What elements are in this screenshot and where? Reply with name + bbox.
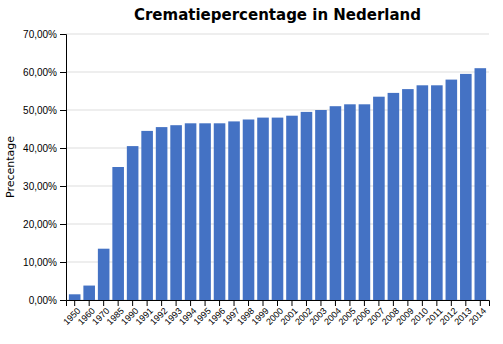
- y-axis: 0,00% 10,00% 20,00% 30,00% 40,00% 50,00% 60,00…: [23, 29, 66, 306]
- bar: [417, 85, 429, 300]
- y-tick-label: 0,00%: [29, 295, 57, 306]
- x-axis: 1950196019701985199019911992199319941995…: [61, 300, 489, 327]
- tick-mark: [176, 300, 177, 306]
- tick-mark: [60, 148, 66, 149]
- y-tick: 10,00%: [23, 257, 66, 268]
- grid: [66, 34, 489, 300]
- tick-mark: [89, 300, 90, 306]
- tick-mark: [219, 300, 220, 306]
- bar: [257, 118, 269, 300]
- tick-mark: [60, 300, 66, 301]
- bar: [460, 74, 472, 300]
- bar: [214, 123, 226, 300]
- tick-mark: [60, 224, 66, 225]
- bar: [69, 294, 81, 300]
- tick-mark: [263, 300, 264, 306]
- y-tick: 40,00%: [23, 143, 66, 154]
- tick-mark: [320, 300, 321, 306]
- tick-mark: [147, 300, 148, 306]
- x-tick: 2014: [467, 300, 488, 327]
- chart-container: 0,00% 10,00% 20,00% 30,00% 40,00% 50,00% 60,00…: [0, 0, 503, 344]
- bar: [431, 85, 443, 300]
- tick-mark: [234, 300, 235, 306]
- bar: [315, 110, 327, 300]
- tick-mark: [118, 300, 119, 306]
- bar: [402, 89, 414, 300]
- bar: [301, 112, 313, 300]
- tick-mark: [60, 34, 66, 35]
- tick-mark: [190, 300, 191, 306]
- y-tick-label: 20,00%: [23, 219, 57, 230]
- y-tick-label: 50,00%: [23, 105, 57, 116]
- tick-mark: [349, 300, 350, 306]
- tick-mark: [378, 300, 379, 306]
- y-tick: 70,00%: [23, 29, 66, 40]
- tick-mark: [248, 300, 249, 306]
- bar: [83, 286, 95, 300]
- x-tick-label: 2014: [467, 306, 488, 327]
- tick-mark: [291, 300, 292, 306]
- tick-mark: [364, 300, 365, 306]
- title: Crematiepercentage in Nederland: [134, 6, 421, 24]
- bar: [199, 123, 211, 300]
- bar: [344, 104, 356, 300]
- y-tick-label: 40,00%: [23, 143, 57, 154]
- y-tick: 30,00%: [23, 181, 66, 192]
- tick-mark: [393, 300, 394, 306]
- plot-area: 0,00% 10,00% 20,00% 30,00% 40,00% 50,00% 60,00…: [23, 29, 489, 327]
- bar: [286, 116, 298, 300]
- y-axis-title: Precentage: [4, 136, 17, 198]
- y-tick: 50,00%: [23, 105, 66, 116]
- bar: [243, 120, 255, 301]
- bar: [373, 97, 385, 300]
- bar: [98, 249, 110, 300]
- bar: [272, 118, 284, 300]
- tick-mark: [306, 300, 307, 306]
- tick-mark: [74, 300, 75, 306]
- bars: [69, 68, 486, 300]
- y-tick-label: 30,00%: [23, 181, 57, 192]
- bar: [156, 127, 168, 300]
- tick-mark: [103, 300, 104, 306]
- tick-mark: [161, 300, 162, 306]
- tick-mark: [436, 300, 437, 306]
- tick-mark: [422, 300, 423, 306]
- grid-line: [66, 72, 489, 73]
- bar: [359, 104, 371, 300]
- y-tick: 20,00%: [23, 219, 66, 230]
- tick-mark: [277, 300, 278, 306]
- tick-mark: [132, 300, 133, 306]
- tick-mark: [205, 300, 206, 306]
- tick-mark: [60, 262, 66, 263]
- bar: [112, 167, 124, 300]
- y-tick: 60,00%: [23, 67, 66, 78]
- axis-line: [67, 301, 490, 307]
- bar: [127, 146, 139, 300]
- tick-mark: [465, 300, 466, 306]
- tick-mark: [60, 110, 66, 111]
- axis-line: [60, 35, 67, 301]
- tick-mark: [480, 300, 481, 306]
- y-tick: 0,00%: [29, 295, 66, 306]
- bar: [330, 106, 342, 300]
- tick-mark: [407, 300, 408, 306]
- tick-mark: [60, 72, 66, 73]
- bar: [185, 123, 197, 300]
- y-tick-label: 10,00%: [23, 257, 57, 268]
- chart-svg: 0,00% 10,00% 20,00% 30,00% 40,00% 50,00% 60,00…: [0, 0, 503, 344]
- bar: [228, 121, 240, 300]
- bar: [170, 125, 182, 300]
- bar: [475, 68, 487, 300]
- tick-mark: [451, 300, 452, 306]
- tick-mark: [335, 300, 336, 306]
- bar: [388, 93, 400, 300]
- grid-line: [66, 34, 489, 35]
- y-tick-label: 70,00%: [23, 29, 57, 40]
- tick-mark: [60, 186, 66, 187]
- y-tick-label: 60,00%: [23, 67, 57, 78]
- bar: [446, 80, 458, 300]
- bar: [141, 131, 153, 300]
